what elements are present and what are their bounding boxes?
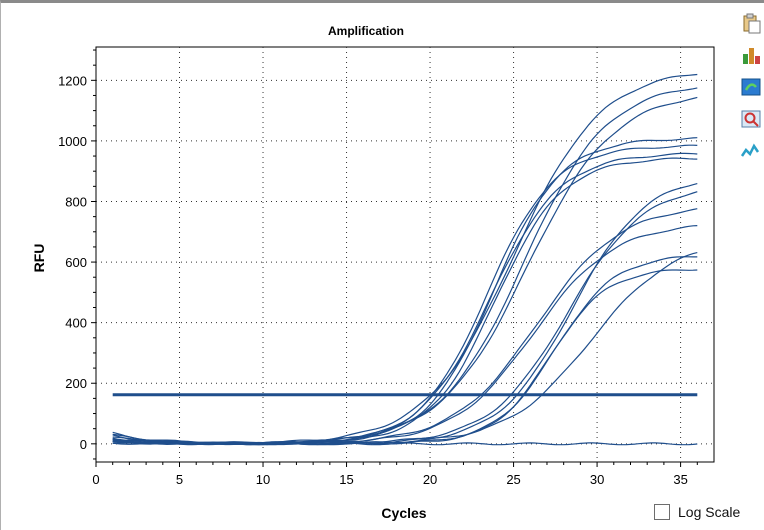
x-tick-label: 25 — [506, 472, 520, 487]
amplification-curve[interactable] — [112, 256, 698, 446]
amplification-curve[interactable] — [112, 157, 698, 446]
amplification-curve[interactable] — [112, 225, 698, 446]
x-tick-label: 30 — [590, 472, 604, 487]
amplification-curve[interactable] — [112, 87, 698, 445]
amplification-curve[interactable] — [112, 208, 698, 445]
chart-toolbar — [740, 12, 764, 162]
log-scale-label: Log Scale — [678, 504, 741, 520]
y-tick-label: 1200 — [58, 73, 87, 88]
log-scale-checkbox[interactable] — [654, 504, 670, 520]
trace-icon[interactable] — [740, 140, 762, 162]
y-tick-label: 200 — [65, 376, 87, 391]
amplification-curve[interactable] — [112, 96, 698, 445]
y-tick-label: 800 — [65, 194, 87, 209]
x-axis-label: Cycles — [381, 505, 426, 521]
x-tick-label: 35 — [673, 472, 687, 487]
amplification-curve[interactable] — [112, 269, 698, 446]
zoom-chart-icon[interactable] — [740, 108, 762, 130]
y-tick-label: 400 — [65, 316, 87, 331]
axes: 0 5 10 15 20 25 30 35 0 200 400 600 800 1000 1200 — [58, 49, 698, 487]
amplification-curve[interactable] — [112, 183, 698, 446]
y-tick-label: 600 — [65, 255, 87, 270]
y-tick-label: 0 — [80, 437, 87, 452]
clipboard-icon[interactable] — [740, 12, 762, 34]
x-tick-label: 0 — [92, 472, 99, 487]
plot-area — [95, 46, 715, 463]
bar-chart-icon[interactable] — [740, 44, 762, 66]
y-tick-label: 1000 — [58, 134, 87, 149]
grid-lines — [96, 47, 714, 462]
x-tick-label: 10 — [256, 472, 270, 487]
y-axis-label: RFU — [31, 244, 47, 273]
amplification-curve[interactable] — [112, 137, 698, 445]
x-tick-label: 5 — [176, 472, 183, 487]
x-tick-label: 20 — [423, 472, 437, 487]
amplification-curve[interactable] — [112, 144, 698, 445]
amplification-curve[interactable] — [112, 442, 698, 446]
chart-title: Amplification — [328, 24, 404, 38]
log-scale-option[interactable]: Log Scale — [654, 504, 740, 520]
amplification-curve[interactable] — [112, 73, 698, 444]
refresh-chart-icon[interactable] — [740, 76, 762, 98]
amplification-curve[interactable] — [112, 152, 698, 445]
x-tick-label: 15 — [339, 472, 353, 487]
series-lines — [112, 73, 698, 446]
